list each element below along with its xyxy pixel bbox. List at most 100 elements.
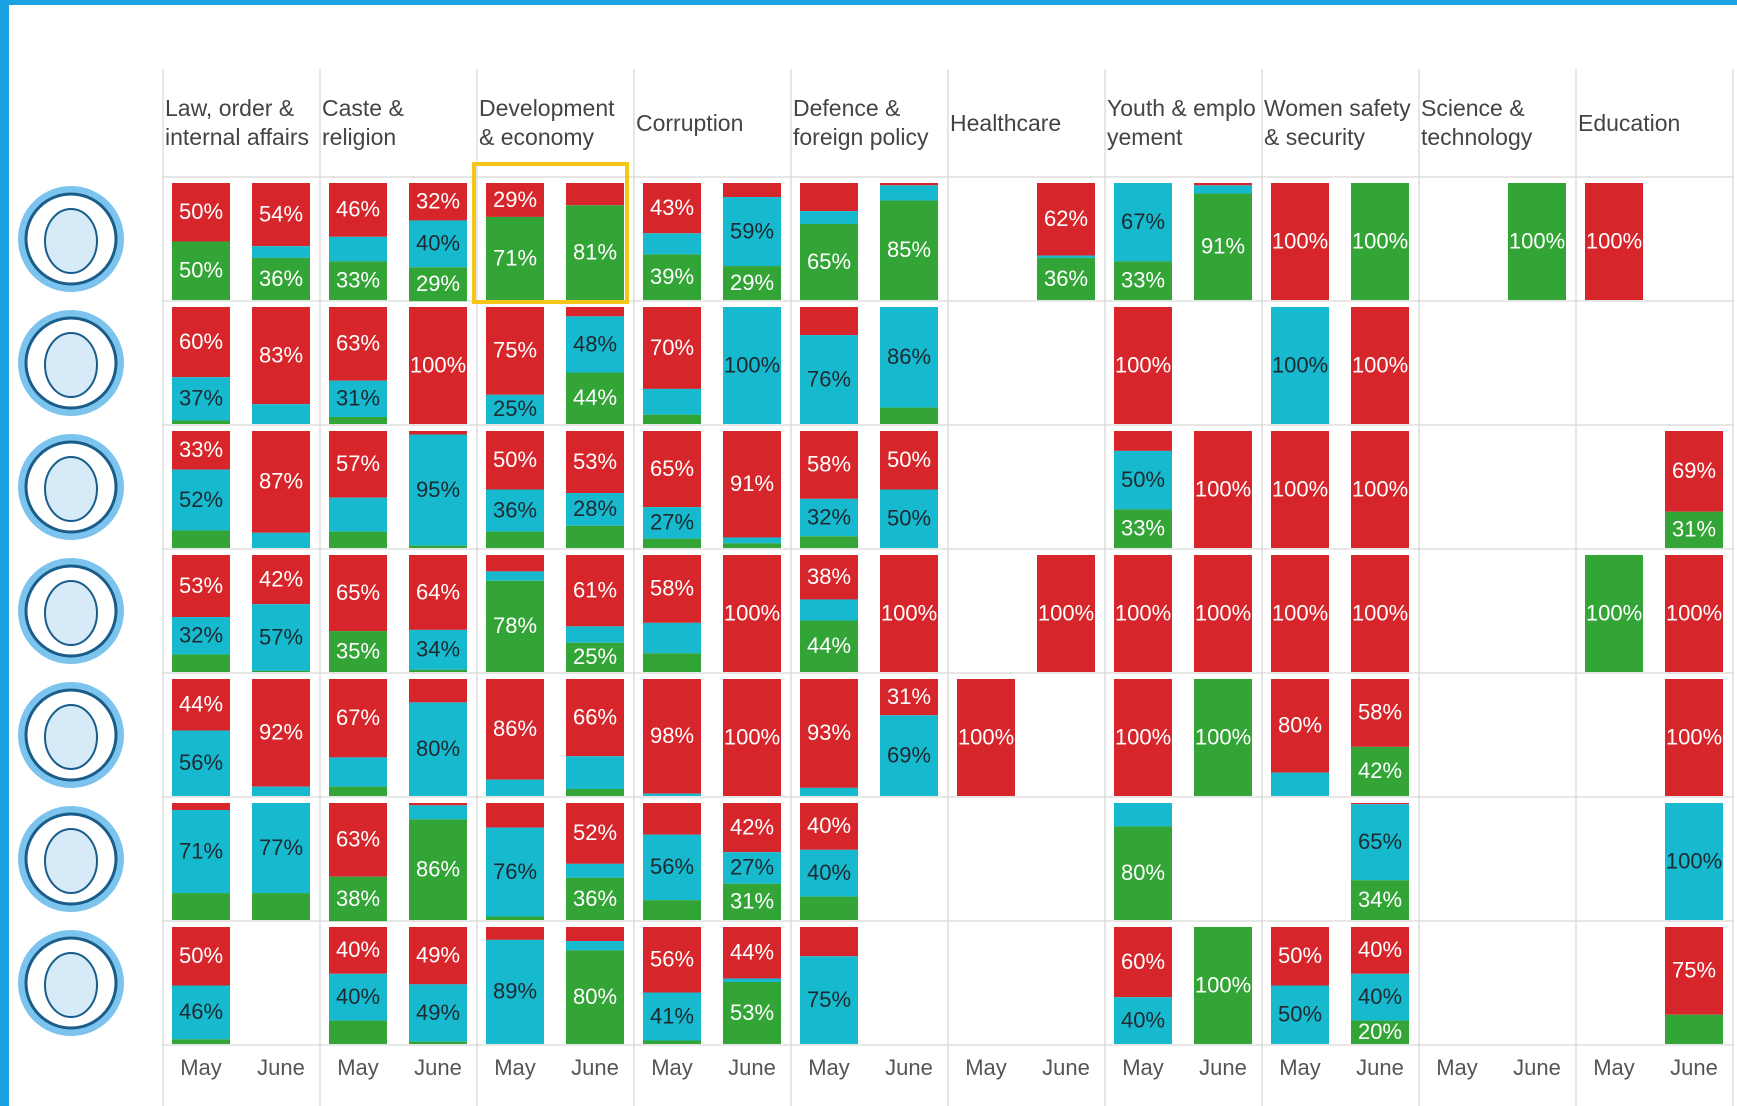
bar-segment — [1271, 183, 1329, 300]
bar-segment — [409, 545, 467, 548]
bar-segment — [800, 620, 858, 672]
value-label: 40% — [1358, 984, 1402, 1009]
bar-segment — [800, 223, 858, 300]
bar-segment — [566, 642, 624, 672]
bar-segment — [409, 803, 467, 806]
bar-segment — [1351, 307, 1409, 424]
bar-segment — [486, 571, 544, 581]
bar-segment — [643, 803, 701, 835]
bar-segment — [800, 849, 858, 897]
bar-segment — [486, 555, 544, 572]
value-label: 80% — [1278, 713, 1322, 738]
bar-segment — [329, 973, 387, 1021]
value-label: 27% — [650, 510, 694, 535]
value-label: 56% — [650, 947, 694, 972]
value-label: 64% — [416, 579, 460, 604]
bar-segment — [723, 197, 781, 267]
bar-segment — [486, 489, 544, 532]
month-label: May — [337, 1055, 379, 1080]
value-label: 77% — [259, 835, 303, 860]
value-label: 91% — [1201, 234, 1245, 259]
value-label: 29% — [493, 187, 537, 212]
bar-segment — [252, 679, 310, 787]
value-label: 71% — [179, 838, 223, 863]
bar-segment — [566, 493, 624, 526]
value-label: 63% — [336, 331, 380, 356]
bar-segment — [566, 863, 624, 878]
value-label: 69% — [1672, 458, 1716, 483]
value-label: 75% — [1672, 958, 1716, 983]
bar-segment — [172, 241, 230, 300]
value-label: 65% — [807, 249, 851, 274]
value-label: 25% — [573, 644, 617, 669]
bar-segment — [1351, 679, 1409, 747]
value-label: 89% — [493, 979, 537, 1004]
bar-segment — [1271, 307, 1329, 424]
value-label: 57% — [336, 451, 380, 476]
value-label: 87% — [259, 469, 303, 494]
bar-segment — [643, 927, 701, 993]
value-label: 100% — [1509, 228, 1565, 253]
bar-segment — [1351, 183, 1409, 300]
bar-segment — [486, 927, 544, 940]
bar-segment — [643, 183, 701, 234]
value-label: 33% — [1121, 268, 1165, 293]
topic-label: Education — [1578, 109, 1681, 136]
bar-segment — [252, 893, 310, 920]
value-label: 44% — [807, 633, 851, 658]
bar-segment — [723, 981, 781, 1044]
topic-label: Youth & employement — [1107, 95, 1256, 150]
topic-label: Science & technology — [1421, 95, 1533, 150]
bar-segment — [723, 543, 781, 548]
bar-segment — [409, 984, 467, 1042]
value-label: 49% — [416, 942, 460, 967]
bar-segment — [723, 679, 781, 796]
bar-segment — [880, 715, 938, 796]
bar-segment — [329, 380, 387, 417]
bar-segment — [723, 555, 781, 672]
bar-segment — [880, 555, 938, 672]
bar-segment — [1585, 555, 1643, 672]
bar-segment — [800, 679, 858, 788]
bar-segment — [172, 803, 230, 811]
bar-segment — [800, 555, 858, 600]
bar-segment — [1665, 555, 1723, 672]
bar-segment — [486, 827, 544, 917]
portrait-head — [44, 704, 98, 770]
bar-segment — [329, 803, 387, 877]
value-label: 98% — [650, 723, 694, 748]
bar-segment — [1194, 555, 1252, 672]
bar-segment — [1194, 679, 1252, 796]
value-label: 36% — [259, 266, 303, 291]
value-label: 50% — [179, 258, 223, 283]
bar-segment — [409, 669, 467, 672]
bar-segment — [566, 555, 624, 627]
portrait-head — [44, 456, 98, 522]
bar-segment — [486, 216, 544, 300]
bar-segment — [1271, 927, 1329, 986]
bar-segment — [800, 956, 858, 1044]
month-label: June — [414, 1055, 462, 1080]
value-label: 65% — [650, 456, 694, 481]
value-label: 86% — [416, 857, 460, 882]
bar-segment — [1194, 431, 1252, 548]
bar-segment — [172, 530, 230, 548]
bar-segment — [643, 307, 701, 389]
bar-segment — [1351, 973, 1409, 1021]
bar-segment — [172, 469, 230, 531]
bar-segment — [172, 183, 230, 242]
bar-segment — [409, 434, 467, 546]
value-label: 29% — [730, 270, 774, 295]
bar-segment — [1351, 927, 1409, 974]
value-label: 95% — [416, 477, 460, 502]
month-label: June — [1670, 1055, 1718, 1080]
bar-segment — [486, 803, 544, 828]
bar-segment — [409, 702, 467, 796]
bar-segment — [172, 679, 230, 731]
bar-segment — [1271, 555, 1329, 672]
bar-segment — [723, 883, 781, 920]
value-label: 27% — [730, 855, 774, 880]
value-label: 52% — [573, 820, 617, 845]
bar-segment — [1114, 509, 1172, 548]
value-label: 54% — [259, 201, 303, 226]
